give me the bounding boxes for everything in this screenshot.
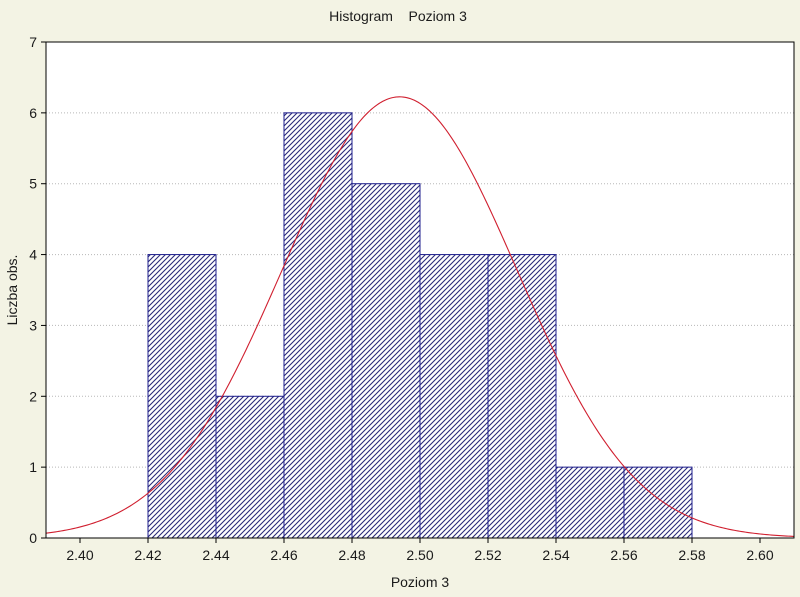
y-tick-label: 3 xyxy=(29,317,37,333)
y-axis-label: Liczba obs. xyxy=(4,255,20,326)
x-tick-label: 2.60 xyxy=(746,547,773,563)
histogram-bar-2 xyxy=(283,112,353,539)
histogram-bar-6 xyxy=(555,466,625,539)
y-tick-label: 0 xyxy=(29,530,37,546)
histogram-bars xyxy=(147,112,693,539)
normal-curve xyxy=(46,96,794,537)
histogram-bar-1 xyxy=(215,395,285,539)
histogram-bar-5 xyxy=(487,254,557,539)
chart-title: Histogram Poziom 3 xyxy=(329,8,467,24)
y-tick-label: 1 xyxy=(29,459,37,475)
x-tick-label: 2.52 xyxy=(474,547,501,563)
x-tick-label: 2.54 xyxy=(542,547,569,563)
y-tick-label: 5 xyxy=(29,176,37,192)
histogram-bar-0 xyxy=(147,254,217,539)
histogram-bar-4 xyxy=(419,254,489,539)
x-tick-label: 2.50 xyxy=(406,547,433,563)
x-tick-label: 2.42 xyxy=(134,547,161,563)
x-tick-label: 2.48 xyxy=(338,547,365,563)
histogram-bar-3 xyxy=(351,183,421,539)
y-tick-label: 4 xyxy=(29,247,37,263)
y-axis-ticks: 0 1 2 3 4 5 6 7 xyxy=(29,34,46,546)
y-tick-label: 7 xyxy=(29,34,37,50)
x-tick-label: 2.44 xyxy=(202,547,229,563)
x-tick-label: 2.58 xyxy=(678,547,705,563)
y-tick-label: 6 xyxy=(29,105,37,121)
normal-curve-layer xyxy=(46,96,794,537)
x-axis-label: Poziom 3 xyxy=(391,574,450,590)
x-axis-ticks: 2.40 2.42 2.44 2.46 2.48 2.50 2.52 2.54 2.56 2.58… xyxy=(66,538,774,563)
y-tick-label: 2 xyxy=(29,388,37,404)
x-tick-label: 2.56 xyxy=(610,547,637,563)
x-tick-label: 2.46 xyxy=(270,547,297,563)
x-tick-label: 2.40 xyxy=(66,547,93,563)
